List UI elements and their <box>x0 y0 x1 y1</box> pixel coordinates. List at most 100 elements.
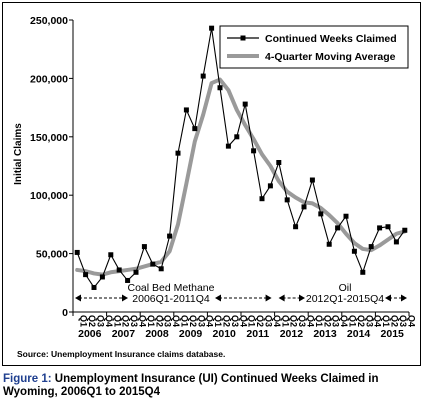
data-point <box>200 73 206 79</box>
data-point <box>74 249 80 255</box>
data-point <box>141 244 147 250</box>
oil-arrow-left-arrowhead-left <box>278 294 285 302</box>
legend-label-continued: Continued Weeks Claimed <box>265 33 397 45</box>
data-point <box>217 85 223 91</box>
quarter-tick-label: Q1 <box>280 315 290 327</box>
data-point <box>360 269 366 275</box>
data-point <box>326 241 332 247</box>
year-tick-label: 2006 <box>78 328 102 340</box>
quarter-tick-label: Q1 <box>213 315 223 327</box>
quarter-tick-label: Q3 <box>230 315 240 327</box>
data-point <box>301 204 307 210</box>
quarter-tick-label: Q3 <box>163 315 173 327</box>
quarter-tick-label: Q3 <box>264 315 274 327</box>
coal-arrow-left-arrowhead-right <box>122 294 128 302</box>
legend: Continued Weeks Claimed 4-Quarter Moving… <box>219 25 409 69</box>
y-tick-label: 200,000 <box>30 73 68 85</box>
quarter-tick-label: Q4 <box>306 315 316 327</box>
figure-title: Unemployment Insurance (UI) Continued We… <box>3 373 379 398</box>
quarter-tick-label: Q2 <box>255 315 265 327</box>
quarter-tick-label: Q1 <box>112 315 122 327</box>
y-tick-label: 250,000 <box>30 15 68 27</box>
data-point <box>192 126 198 132</box>
quarter-tick-label: Q4 <box>104 315 114 327</box>
data-point <box>293 224 299 230</box>
oil-label: Oil <box>339 282 352 294</box>
year-tick-label: 2007 <box>112 328 136 340</box>
quarter-tick-label: Q3 <box>297 315 307 327</box>
quarter-tick-label: Q1 <box>348 315 358 327</box>
data-point <box>242 101 248 107</box>
data-point <box>368 244 374 250</box>
data-point <box>402 227 408 233</box>
y-tick-labels: 0 50,000 100,000 150,000 200,000 250,000 <box>30 15 73 319</box>
data-point <box>209 25 215 31</box>
quarter-tick-label: Q3 <box>129 315 139 327</box>
quarter-tick-label: Q4 <box>171 315 181 327</box>
series-moving-average <box>75 77 407 277</box>
quarter-tick-label: Q3 <box>364 315 374 327</box>
quarter-tick-label: Q2 <box>356 315 366 327</box>
data-point <box>335 225 341 231</box>
data-point <box>309 177 315 183</box>
y-axis-label: Initial Claims <box>13 123 24 185</box>
data-point <box>167 233 173 239</box>
continued-weeks-line <box>76 28 406 289</box>
y-tick-label: 150,000 <box>30 132 68 144</box>
data-point <box>234 134 240 140</box>
quarter-tick-label: Q4 <box>406 315 416 327</box>
quarter-tick-label: Q1 <box>79 315 89 327</box>
data-point <box>276 159 282 165</box>
moving-average-line <box>75 77 407 277</box>
quarter-tick-label: Q4 <box>138 315 148 327</box>
quarter-tick-label: Q2 <box>121 315 131 327</box>
quarter-tick-label: Q4 <box>339 315 349 327</box>
data-point <box>116 267 122 273</box>
quarter-tick-label: Q1 <box>314 315 324 327</box>
year-tick-label: 2008 <box>145 328 169 340</box>
quarter-tick-label: Q1 <box>180 315 190 327</box>
quarter-tick-label: Q1 <box>381 315 391 327</box>
coal-period-label: 2006Q1-2011Q4 <box>132 293 210 305</box>
data-point <box>251 148 257 154</box>
y-tick-label: 50,000 <box>36 249 68 261</box>
quarter-tick-label: Q2 <box>289 315 299 327</box>
quarter-tick-label: Q3 <box>398 315 408 327</box>
data-point <box>284 197 290 203</box>
data-point <box>393 239 399 245</box>
quarter-tick-label: Q2 <box>222 315 232 327</box>
coal-label: Coal Bed Methane <box>128 282 215 294</box>
data-point <box>183 107 189 113</box>
quarter-tick-label: Q1 <box>146 315 156 327</box>
quarter-tick-label: Q4 <box>238 315 248 327</box>
y-tick-label: 0 <box>62 307 68 319</box>
oil-period-label: 2012Q1-2015Q4 <box>306 293 384 305</box>
data-point <box>83 272 89 278</box>
quarter-tick-label: Q2 <box>154 315 164 327</box>
year-tick-label: 2009 <box>179 328 203 340</box>
data-point <box>377 225 383 231</box>
data-point <box>351 248 357 254</box>
data-point <box>318 211 324 217</box>
year-tick-label: 2010 <box>213 328 237 340</box>
quarter-tick-label: Q2 <box>322 315 332 327</box>
quarter-tick-label: Q3 <box>96 315 106 327</box>
data-point <box>150 261 156 267</box>
oil-arrow-left-arrowhead-right <box>299 294 305 302</box>
figure-number: Figure 1: <box>3 373 52 385</box>
data-point <box>133 269 139 275</box>
x-tick-labels: Q1Q2Q3Q4Q1Q2Q3Q4Q1Q2Q3Q4Q1Q2Q3Q4Q1Q2Q3Q4… <box>78 315 416 340</box>
legend-label-moving-average: 4-Quarter Moving Average <box>265 51 396 63</box>
year-tick-label: 2015 <box>381 328 405 340</box>
year-tick-label: 2011 <box>246 328 269 340</box>
data-point <box>385 224 391 230</box>
chart: 0 50,000 100,000 150,000 200,000 250,000 Init… <box>13 15 416 340</box>
source-note: Source: Unemployment Insurance claims da… <box>17 349 226 359</box>
data-point <box>267 183 273 189</box>
legend-box <box>219 25 409 69</box>
quarter-tick-label: Q3 <box>331 315 341 327</box>
data-point <box>158 266 164 272</box>
data-point <box>91 284 97 290</box>
quarter-tick-label: Q2 <box>188 315 198 327</box>
